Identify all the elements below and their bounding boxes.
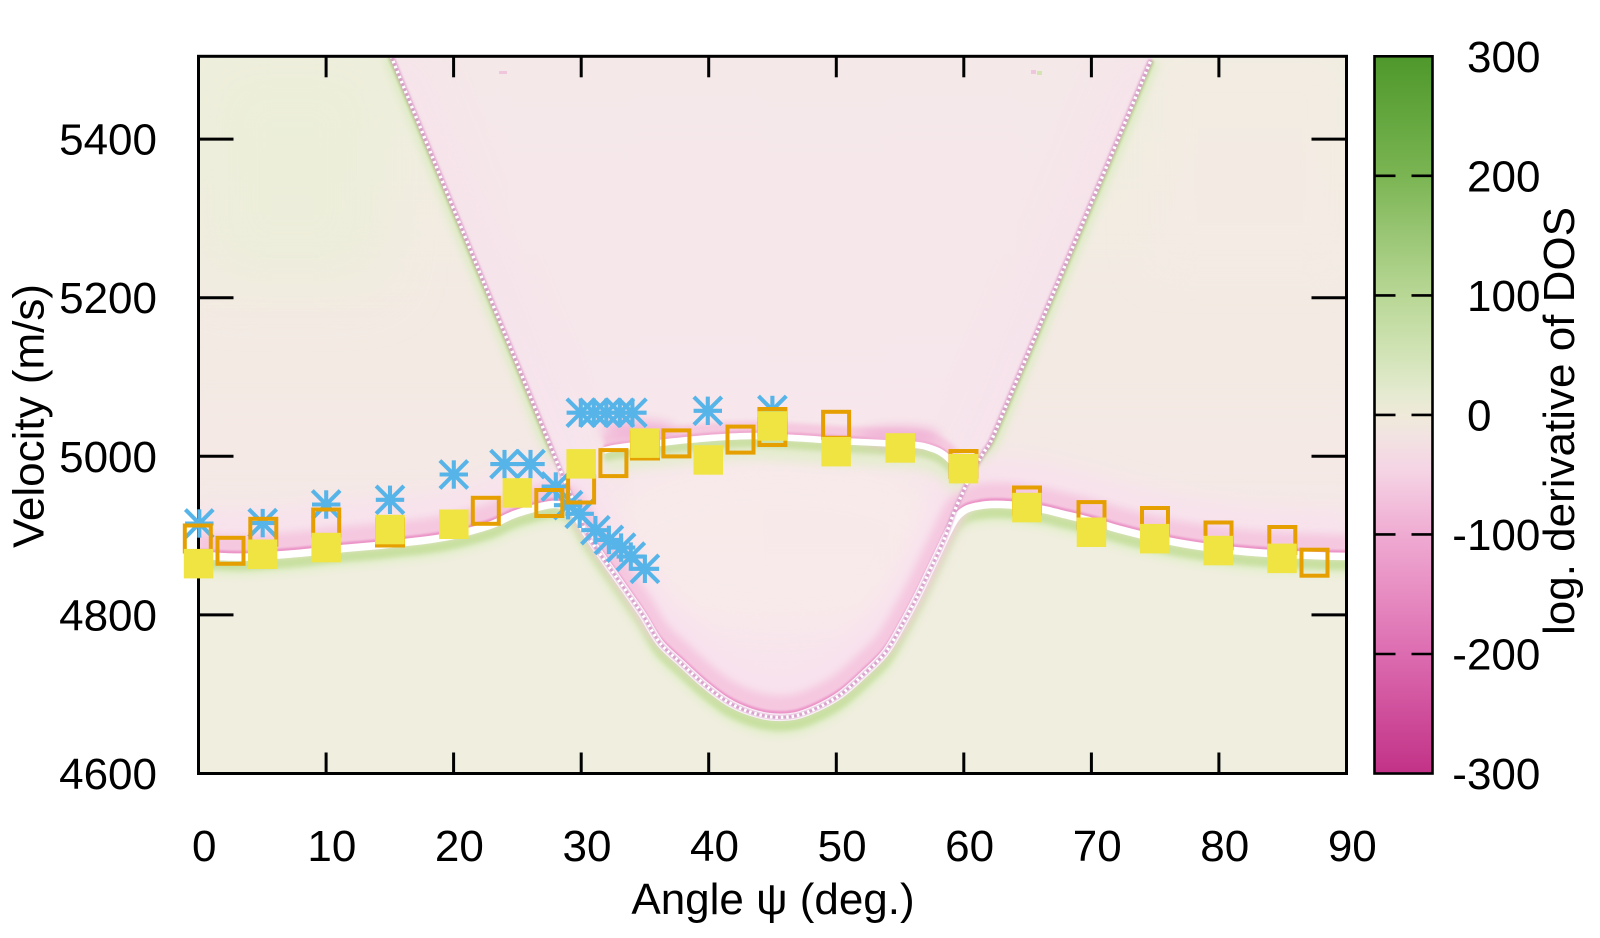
svg-text:-200: -200 <box>1452 631 1540 680</box>
svg-text:60: 60 <box>945 822 994 871</box>
svg-text:50: 50 <box>818 822 867 871</box>
svg-text:Angle ψ (deg.): Angle ψ (deg.) <box>631 875 914 924</box>
svg-text:300: 300 <box>1467 33 1540 82</box>
svg-text:0: 0 <box>1467 391 1491 440</box>
svg-text:30: 30 <box>563 822 612 871</box>
svg-text:-300: -300 <box>1452 750 1540 799</box>
svg-text:4800: 4800 <box>59 591 157 640</box>
svg-text:20: 20 <box>435 822 484 871</box>
svg-text:4600: 4600 <box>59 750 157 799</box>
svg-text:90: 90 <box>1328 822 1377 871</box>
svg-text:Velocity (m/s): Velocity (m/s) <box>5 284 54 548</box>
svg-text:70: 70 <box>1073 822 1122 871</box>
svg-text:5200: 5200 <box>59 274 157 323</box>
svg-text:5000: 5000 <box>59 433 157 482</box>
svg-text:5400: 5400 <box>59 116 157 165</box>
svg-text:log. derivative of DOS: log. derivative of DOS <box>1535 207 1584 635</box>
svg-text:0: 0 <box>192 822 216 871</box>
svg-text:200: 200 <box>1467 152 1540 201</box>
svg-text:40: 40 <box>690 822 739 871</box>
svg-text:80: 80 <box>1200 822 1249 871</box>
svg-text:100: 100 <box>1467 272 1540 321</box>
svg-text:-100: -100 <box>1452 511 1540 560</box>
svg-text:10: 10 <box>307 822 356 871</box>
